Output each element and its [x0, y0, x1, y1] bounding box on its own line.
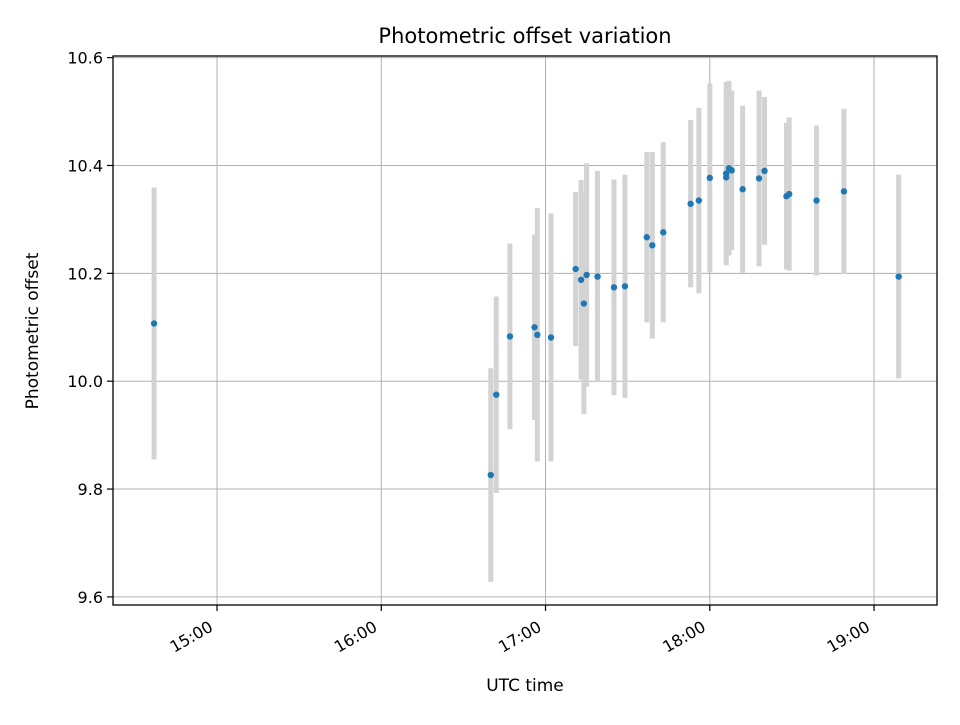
data-point	[761, 167, 768, 175]
data-point	[695, 197, 703, 204]
data-point	[728, 167, 735, 174]
x-axis-label: UTC time	[486, 676, 564, 696]
data-point	[649, 242, 656, 249]
y-tick-label: 10.2	[67, 264, 103, 283]
data-point	[813, 197, 820, 204]
y-tick-label: 9.6	[78, 588, 103, 607]
data-point	[506, 333, 514, 340]
y-axis-ticks: 9.6 9.8 10.0 10.2 10.4 10.6	[67, 49, 113, 607]
data-point	[895, 273, 902, 280]
data-point	[594, 273, 601, 280]
data-point	[580, 300, 588, 307]
data-point	[150, 320, 158, 327]
chart-title: Photometric offset variation	[378, 24, 671, 48]
data-point	[487, 471, 494, 479]
y-tick-label: 10.4	[67, 156, 103, 175]
data-point	[621, 283, 629, 290]
data-point	[547, 334, 555, 341]
data-point	[531, 324, 538, 331]
data-point	[493, 391, 500, 398]
data-point	[739, 186, 746, 193]
data-point	[577, 276, 585, 284]
data-point	[610, 284, 618, 291]
data-point	[723, 170, 730, 177]
data-point	[534, 331, 541, 339]
data-point	[643, 234, 651, 241]
y-tick-label: 10.0	[67, 372, 103, 391]
y-axis-label: Photometric offset	[23, 252, 43, 409]
point-layer	[150, 164, 902, 479]
data-point	[785, 190, 793, 198]
data-point	[583, 271, 590, 279]
data-point	[706, 174, 713, 182]
y-tick-label: 10.6	[67, 49, 103, 68]
plot-area	[113, 56, 937, 605]
data-point	[755, 175, 763, 182]
y-tick-label: 9.8	[78, 480, 103, 499]
data-point	[660, 229, 667, 236]
data-point	[840, 188, 848, 195]
data-point	[572, 265, 579, 273]
grid-layer	[113, 56, 937, 605]
data-point	[687, 200, 694, 207]
plot-frame	[112, 55, 938, 606]
